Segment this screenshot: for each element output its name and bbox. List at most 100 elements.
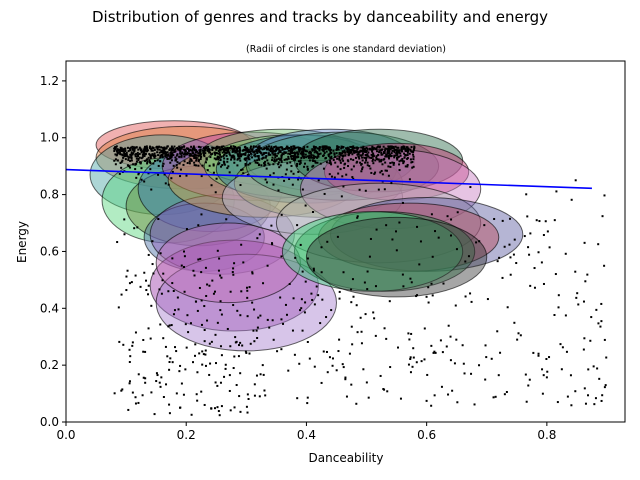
track-point [299, 160, 302, 163]
track-point [391, 238, 394, 241]
track-point [168, 324, 171, 327]
track-point [412, 356, 415, 359]
track-point [587, 368, 590, 371]
track-point [135, 162, 138, 165]
track-point [247, 163, 250, 166]
track-point [257, 157, 260, 160]
track-point [267, 152, 270, 155]
track-point [190, 159, 193, 162]
track-point [185, 346, 188, 349]
track-point [253, 383, 256, 386]
track-point [193, 149, 196, 152]
track-point [197, 164, 200, 167]
track-point [198, 352, 201, 355]
y-tick-label: 0.2 [40, 358, 59, 372]
track-point [337, 350, 340, 353]
track-point [533, 267, 536, 270]
track-point [240, 153, 243, 156]
track-point [289, 148, 292, 151]
track-point [169, 147, 172, 150]
track-point [178, 370, 181, 373]
track-point [545, 358, 548, 361]
track-point [576, 292, 579, 295]
track-point [166, 157, 169, 160]
track-point [281, 152, 284, 155]
track-point [155, 380, 158, 383]
track-point [232, 304, 235, 307]
track-point [190, 413, 193, 416]
track-point [320, 271, 323, 274]
track-point [337, 172, 340, 175]
track-point [381, 163, 384, 166]
track-point [365, 146, 368, 149]
track-point [200, 323, 203, 326]
track-point [241, 344, 244, 347]
track-point [212, 163, 215, 166]
track-point [152, 155, 155, 158]
y-tick-label: 0.8 [40, 188, 59, 202]
track-point [134, 155, 137, 158]
track-point [122, 343, 125, 346]
track-point [170, 177, 173, 180]
track-point [341, 152, 344, 155]
track-point [184, 150, 187, 153]
track-point [148, 159, 151, 162]
track-point [206, 319, 209, 322]
track-point [119, 162, 122, 165]
track-point [215, 147, 218, 150]
track-point [351, 148, 354, 151]
track-point [296, 397, 299, 400]
track-point [203, 149, 206, 152]
track-point [208, 148, 211, 151]
track-point [145, 145, 148, 148]
track-point [256, 159, 259, 162]
track-point [277, 161, 280, 164]
track-point [371, 148, 374, 151]
track-point [587, 394, 590, 397]
genre-ellipse [305, 216, 488, 298]
track-point [301, 151, 304, 154]
track-point [349, 145, 352, 148]
track-point [335, 148, 338, 151]
track-point [291, 151, 294, 154]
track-point [239, 314, 242, 317]
track-point [308, 159, 311, 162]
track-point [503, 393, 506, 396]
track-point [289, 151, 292, 154]
track-point [338, 158, 341, 161]
track-point [273, 153, 276, 156]
track-point [555, 190, 558, 193]
track-point [291, 148, 294, 151]
track-point [147, 284, 150, 287]
track-point [371, 147, 374, 150]
track-point [199, 153, 202, 156]
track-point [279, 151, 282, 154]
track-point [332, 158, 335, 161]
track-point [407, 332, 410, 335]
track-point [329, 148, 332, 151]
track-point [224, 363, 227, 366]
track-point [365, 381, 368, 384]
track-point [367, 155, 370, 158]
track-point [370, 156, 373, 159]
track-point [512, 253, 515, 256]
track-point [322, 154, 325, 157]
track-point [148, 145, 151, 148]
track-point [409, 371, 412, 374]
track-point [560, 368, 563, 371]
track-point [378, 150, 381, 153]
track-point [292, 145, 295, 148]
track-point [189, 158, 192, 161]
track-point [516, 338, 519, 341]
track-point [389, 162, 392, 165]
track-point [136, 154, 139, 157]
track-point [165, 156, 168, 159]
track-point [323, 192, 326, 195]
track-point [137, 155, 140, 158]
track-point [423, 358, 426, 361]
track-point [248, 158, 251, 161]
track-point [222, 147, 225, 150]
track-point [542, 374, 545, 377]
track-point [144, 148, 147, 151]
track-point [127, 157, 130, 160]
